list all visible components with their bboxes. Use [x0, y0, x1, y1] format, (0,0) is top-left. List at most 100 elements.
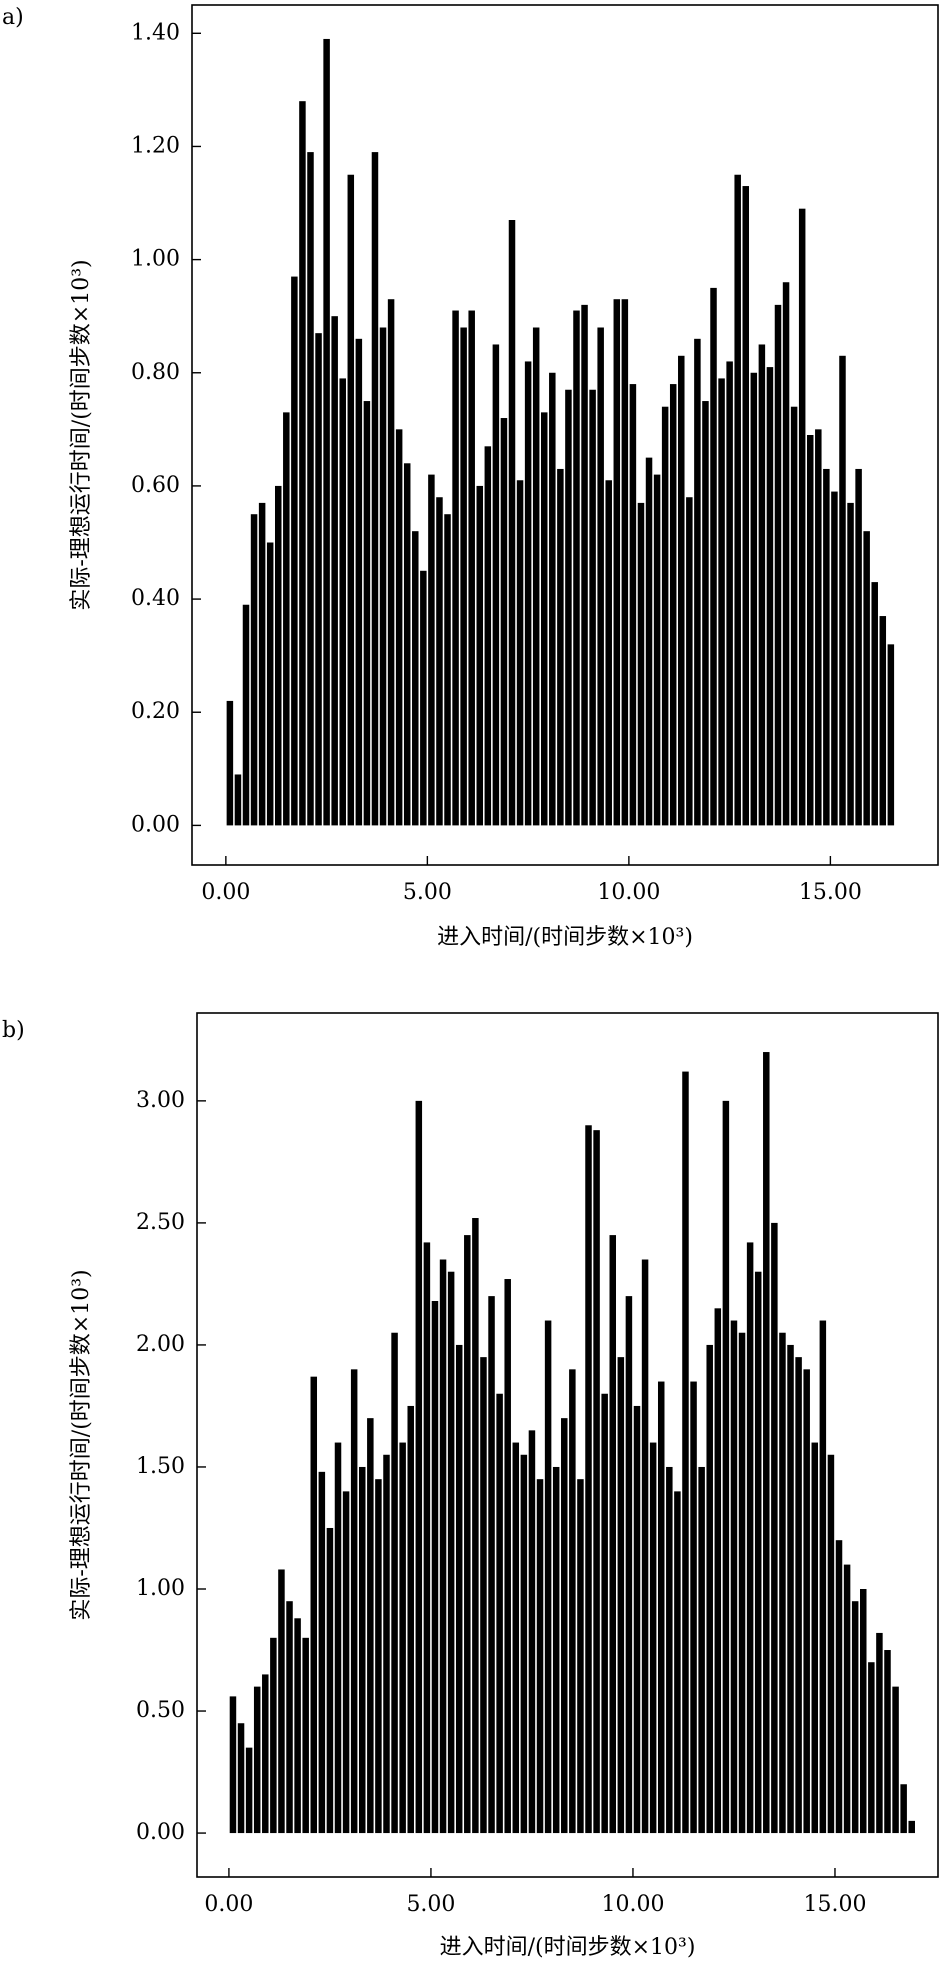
bar [908, 1820, 915, 1834]
y-tick-label: 0.80 [131, 360, 180, 385]
bar [750, 372, 758, 826]
y-tick-label: 3.00 [136, 1088, 185, 1113]
bar [549, 372, 556, 826]
bar [746, 1242, 754, 1834]
bar [367, 1418, 374, 1834]
bar [613, 299, 621, 826]
bar [831, 491, 838, 826]
bar [666, 1466, 673, 1834]
bar [415, 1100, 423, 1834]
bar [585, 1125, 592, 1834]
bar [500, 418, 508, 826]
bar [302, 1637, 309, 1834]
bar [827, 1454, 835, 1834]
bar [242, 604, 250, 826]
bar [383, 1454, 390, 1834]
bar [806, 435, 814, 826]
bar [803, 1369, 810, 1834]
bar [649, 1442, 657, 1834]
y-tick-label: 1.00 [136, 1576, 185, 1601]
bar [544, 1320, 552, 1834]
bar [637, 502, 645, 826]
bar [682, 1071, 689, 1834]
bar [569, 1369, 576, 1834]
x-tick-label: 10.00 [597, 880, 660, 905]
bar [299, 101, 306, 826]
bar [694, 338, 701, 826]
bar [589, 389, 596, 826]
bar [884, 1650, 891, 1834]
bar [798, 208, 806, 826]
x-tick-label: 10.00 [601, 1892, 664, 1917]
bar [504, 1279, 511, 1834]
bar [625, 1296, 633, 1834]
bar [532, 327, 540, 826]
bar [355, 338, 363, 826]
bar [900, 1784, 907, 1834]
y-tick-label: 0.00 [131, 812, 180, 837]
bar [657, 1381, 665, 1834]
bar [492, 344, 500, 826]
y-tick-label: 2.00 [136, 1332, 185, 1357]
bar [512, 1442, 520, 1834]
bar [395, 429, 403, 826]
bar [843, 1564, 851, 1834]
bar [811, 1442, 819, 1834]
bar [447, 1271, 455, 1834]
x-tick-label: 0.00 [204, 1892, 253, 1917]
bar [342, 1491, 350, 1834]
bar [742, 186, 750, 826]
bar [722, 1100, 730, 1834]
bar [706, 1344, 713, 1834]
bar [754, 1271, 762, 1834]
bar [496, 1393, 503, 1834]
bar [286, 1601, 293, 1834]
bar [573, 310, 580, 826]
bar [609, 1235, 617, 1834]
bar [593, 1130, 600, 1834]
y-tick-label: 0.20 [131, 699, 180, 724]
bar [738, 1332, 746, 1834]
x-tick-label: 0.00 [201, 880, 250, 905]
bar [528, 1430, 536, 1834]
bar [851, 1601, 859, 1834]
bar [552, 1466, 560, 1834]
bar [359, 1466, 366, 1834]
y-tick-label: 2.50 [136, 1210, 185, 1235]
bar [678, 355, 685, 826]
bar [601, 1393, 608, 1834]
bar [868, 1662, 875, 1834]
bar [782, 282, 790, 826]
bar [460, 327, 467, 826]
bar [557, 468, 564, 826]
x-tick-label: 5.00 [406, 1892, 455, 1917]
bar [476, 485, 484, 826]
bar [331, 316, 338, 826]
bar [283, 412, 290, 826]
bar [387, 299, 395, 826]
bar [245, 1747, 253, 1834]
bar [577, 1479, 584, 1834]
bar [565, 389, 572, 826]
bar [730, 1320, 738, 1834]
bar [455, 1344, 463, 1834]
bar [468, 310, 475, 826]
bar [774, 304, 782, 826]
bar [860, 1589, 867, 1834]
bar [621, 299, 629, 826]
bar [718, 378, 725, 826]
bar [326, 1527, 334, 1834]
bar [229, 1696, 237, 1834]
bar [524, 361, 532, 826]
bar [790, 406, 798, 826]
bar [444, 514, 451, 826]
bar [690, 1381, 697, 1834]
bar [452, 310, 459, 826]
bar [226, 700, 234, 826]
bar [508, 220, 516, 826]
bar [863, 531, 870, 826]
bar [472, 1218, 479, 1834]
y-tick-label: 1.50 [136, 1454, 185, 1479]
bar [318, 1471, 326, 1834]
bar [484, 446, 492, 826]
